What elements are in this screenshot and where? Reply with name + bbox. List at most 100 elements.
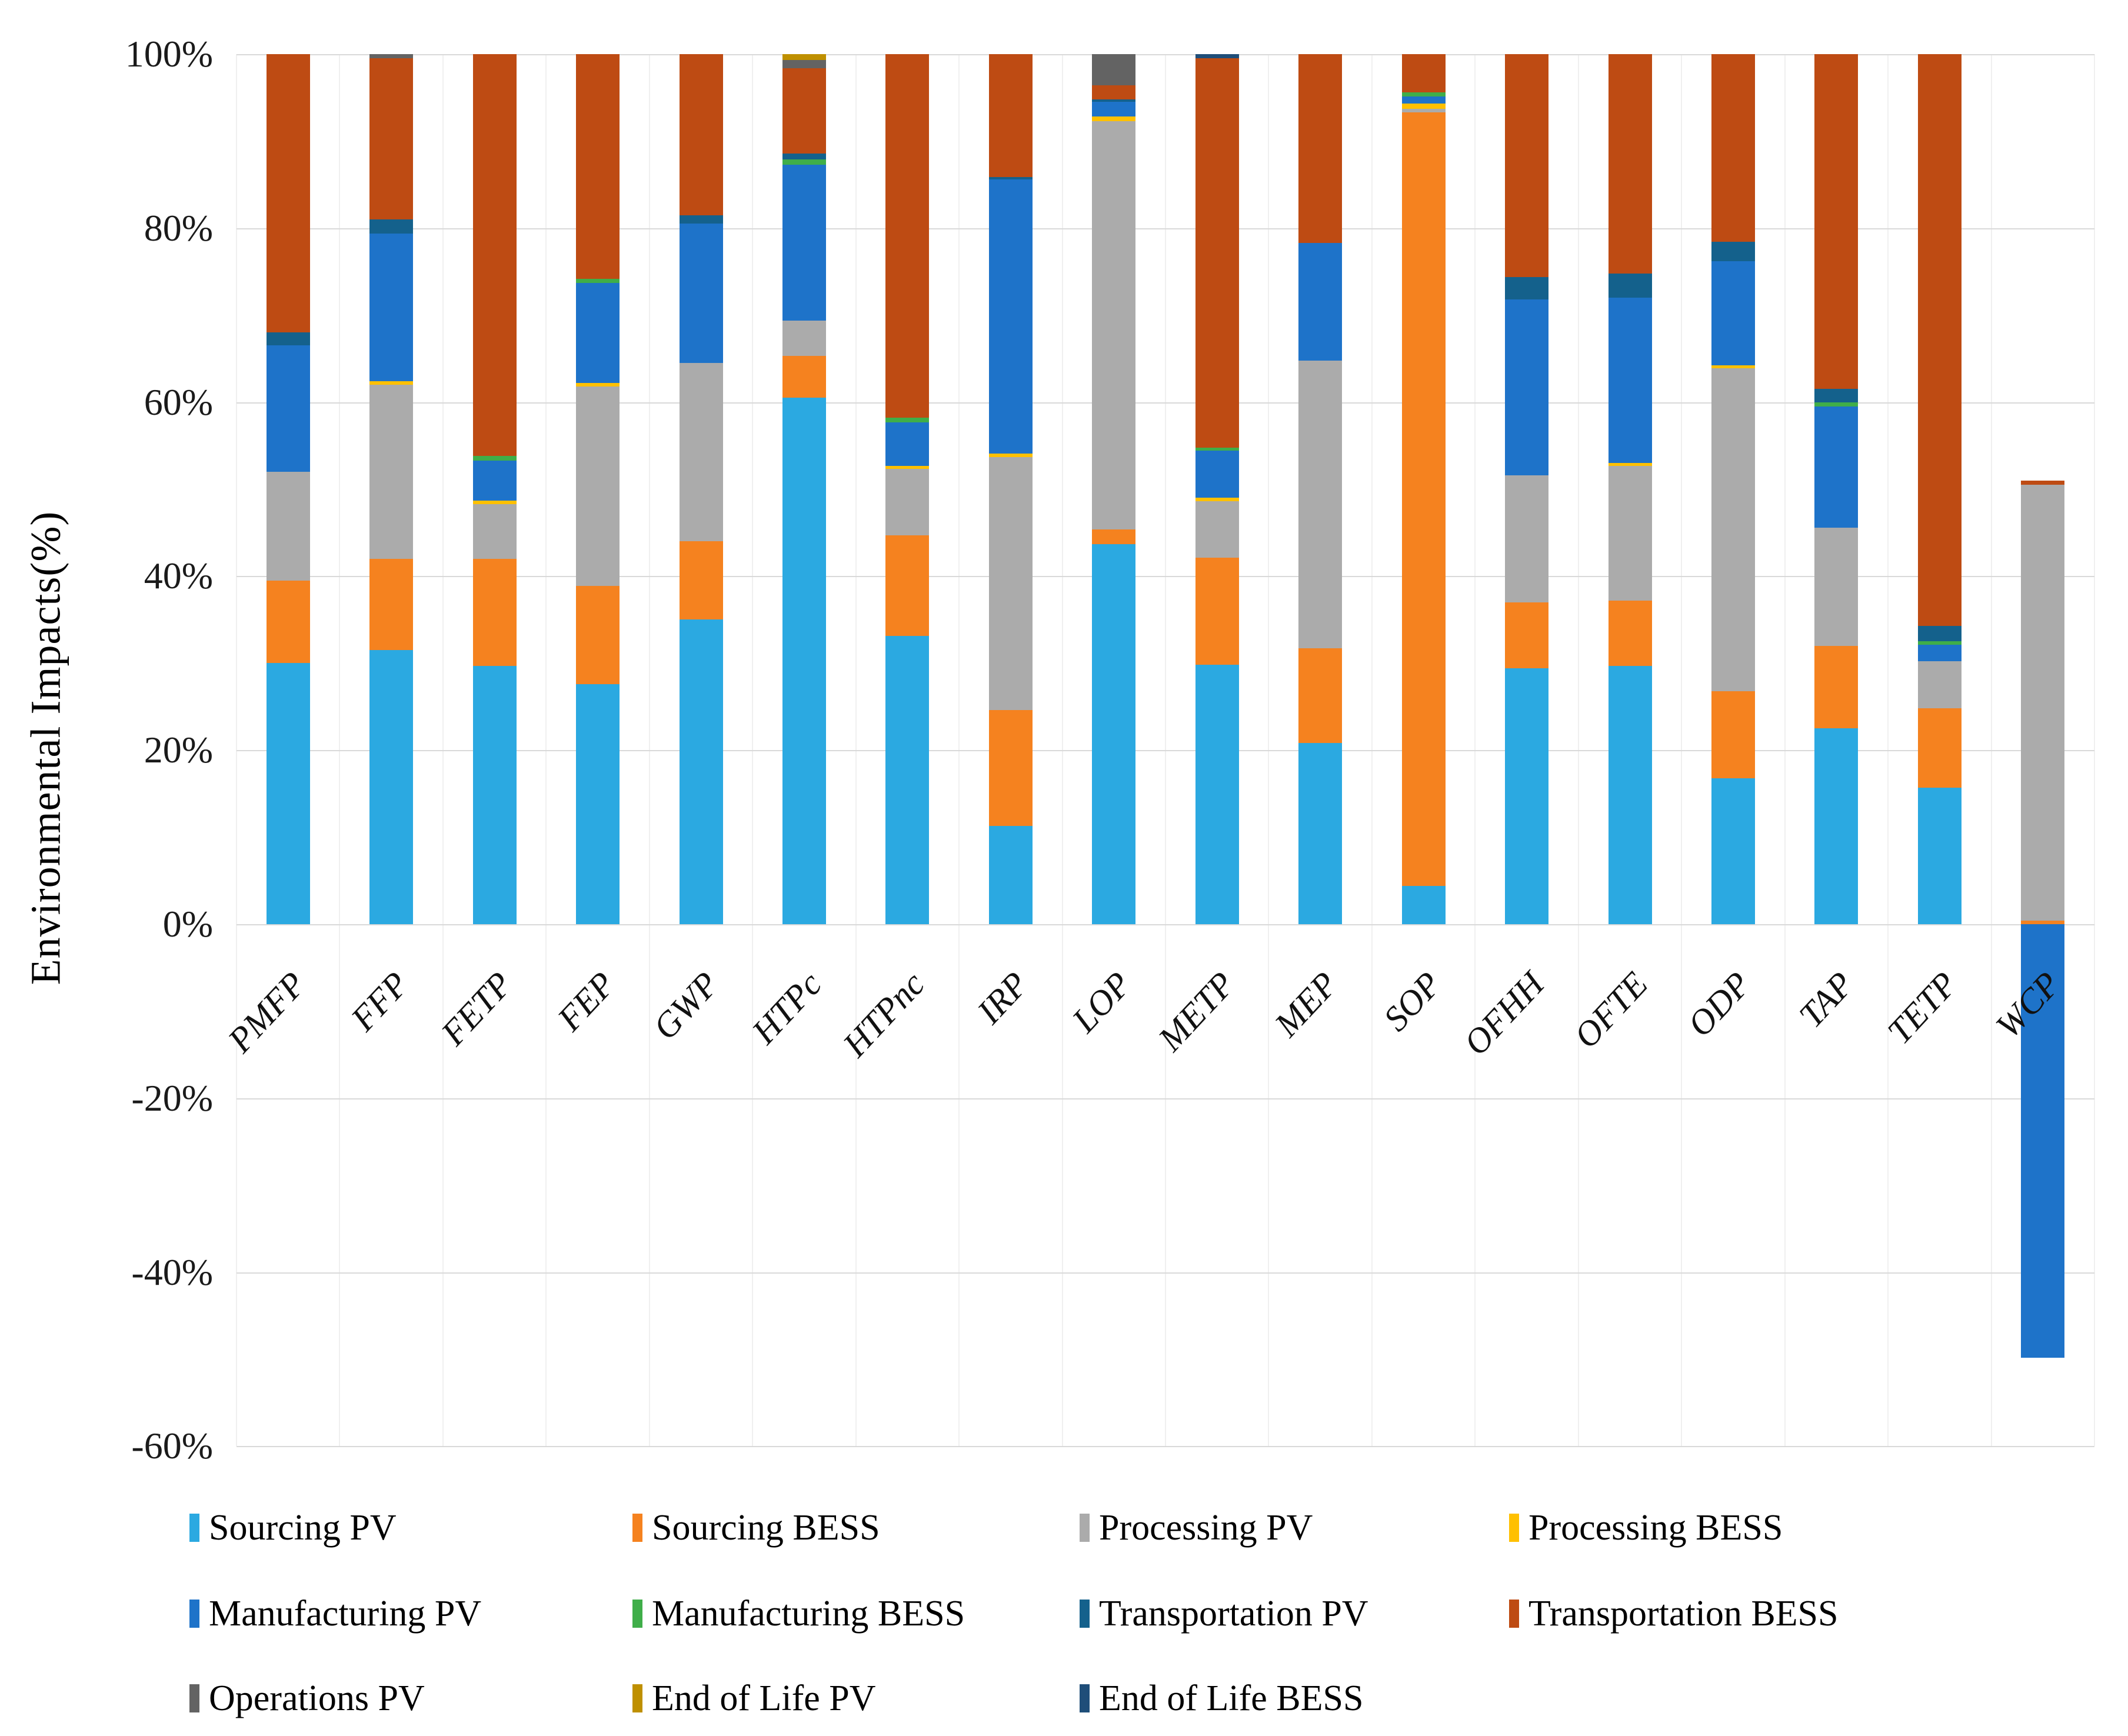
legend-item: End of Life BESS — [1080, 1678, 1363, 1719]
bar-segment — [1505, 602, 1549, 669]
bar-segment — [266, 580, 310, 664]
bar-segment — [782, 320, 826, 356]
bar-segment — [472, 504, 517, 559]
plot-area — [236, 54, 2095, 1448]
bar-segment — [1917, 645, 1962, 662]
legend-item: Transportation PV — [1080, 1593, 1368, 1634]
gridline — [237, 402, 2094, 404]
bar-segment — [988, 710, 1033, 826]
bar-segment — [1814, 389, 1859, 402]
vertical-gridline — [2094, 54, 2095, 1447]
bar-segment — [1608, 465, 1652, 601]
bar-segment — [782, 153, 826, 159]
legend-label: Sourcing BESS — [652, 1508, 880, 1548]
bar-segment — [782, 356, 826, 398]
bar-segment — [679, 619, 723, 924]
bar-segment — [782, 159, 826, 165]
legend-item: Processing PV — [1080, 1507, 1313, 1548]
bar-segment — [988, 176, 1033, 179]
bar-segment — [1195, 54, 1239, 59]
bar-segment — [1401, 885, 1446, 924]
bar-segment — [885, 465, 930, 469]
bar-segment — [1401, 92, 1446, 97]
legend-item: Manufacturing BESS — [632, 1593, 965, 1634]
bar-segment — [1505, 54, 1549, 277]
bar-segment — [1092, 102, 1136, 117]
bar-segment — [1195, 451, 1239, 498]
bar-segment — [1505, 668, 1549, 924]
bar-segment — [1917, 625, 1962, 642]
bar-segment — [988, 453, 1033, 457]
bar-segment — [472, 558, 517, 666]
bar-segment — [369, 219, 414, 234]
bar-segment — [472, 460, 517, 501]
y-tick-label: -60% — [131, 1425, 213, 1467]
bar-segment — [472, 500, 517, 504]
bar-segment — [1401, 112, 1446, 886]
legend-item: Manufacturing PV — [189, 1593, 481, 1634]
bar-segment — [1195, 498, 1239, 502]
gridline — [237, 576, 2094, 578]
legend-item: Sourcing BESS — [632, 1507, 880, 1548]
legend-swatch-icon — [189, 1684, 199, 1712]
bar-segment — [885, 418, 930, 422]
bar-segment — [266, 345, 310, 472]
bar-segment — [1195, 501, 1239, 558]
bar-segment — [472, 456, 517, 461]
bar-segment — [1505, 276, 1549, 300]
bar-segment — [369, 385, 414, 559]
bar-segment — [988, 825, 1033, 924]
bar-segment — [576, 278, 620, 283]
y-tick-label: 100% — [125, 33, 213, 75]
bar-segment — [369, 58, 414, 219]
bar-segment — [1195, 58, 1239, 448]
legend-swatch-icon — [632, 1684, 642, 1712]
y-tick-label: -20% — [131, 1077, 213, 1119]
bar-segment — [1092, 529, 1136, 544]
bar-segment — [1608, 273, 1652, 298]
bar-segment — [1917, 54, 1962, 626]
legend-swatch-icon — [189, 1600, 199, 1628]
bar-segment — [988, 457, 1033, 711]
bar-segment — [1298, 360, 1343, 649]
legend-swatch-icon — [632, 1514, 642, 1542]
bar-segment — [1195, 665, 1239, 924]
bar-segment — [679, 215, 723, 224]
bar-segment — [1092, 544, 1136, 924]
y-tick-label: 0% — [162, 903, 213, 945]
bar-segment — [1092, 85, 1136, 99]
legend-label: Processing BESS — [1528, 1508, 1783, 1548]
gridline — [237, 1272, 2094, 1274]
gridline — [237, 924, 2094, 925]
bar-segment — [576, 684, 620, 924]
gridline — [237, 750, 2094, 752]
bar-segment — [782, 68, 826, 154]
legend-swatch-icon — [1080, 1684, 1090, 1712]
bar-segment — [1917, 661, 1962, 709]
bar-segment — [2021, 480, 2065, 485]
bar-segment — [576, 386, 620, 586]
bar-segment — [988, 179, 1033, 454]
bar-segment — [1711, 365, 1755, 368]
bar-segment — [782, 164, 826, 321]
bar-segment — [885, 535, 930, 637]
legend-label: Manufacturing PV — [209, 1594, 482, 1634]
bar-segment — [576, 54, 620, 279]
bar-segment — [1298, 54, 1343, 243]
bar-segment — [1092, 121, 1136, 529]
bar-segment — [1711, 261, 1755, 366]
bar-segment — [1711, 778, 1755, 924]
legend-label: Manufacturing BESS — [652, 1594, 965, 1634]
y-tick-label: 40% — [144, 555, 213, 597]
bar-segment — [266, 663, 310, 924]
bar-segment — [1505, 299, 1549, 475]
bar-segment — [1814, 645, 1859, 729]
bar-segment — [1298, 743, 1343, 924]
legend-label: End of Life BESS — [1099, 1678, 1364, 1718]
bar-segment — [1917, 787, 1962, 924]
bar-segment — [1814, 728, 1859, 924]
bar-segment — [885, 636, 930, 924]
bar-segment — [266, 471, 310, 581]
bar-segment — [988, 54, 1033, 177]
legend-swatch-icon — [1080, 1600, 1090, 1628]
